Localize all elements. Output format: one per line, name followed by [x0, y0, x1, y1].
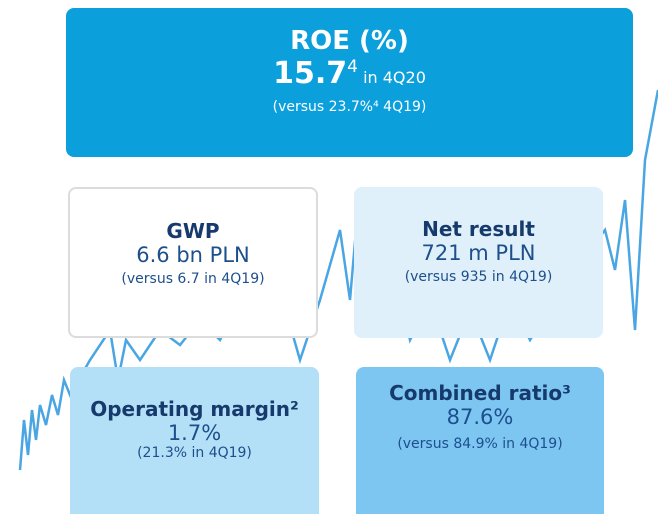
roe-value: 15.74: [273, 56, 358, 91]
kpi-value: 1.7%: [167, 421, 222, 445]
roe-comparison: (versus 23.7%⁴ 4Q19): [272, 99, 427, 115]
kpi-title: Net result: [422, 217, 535, 241]
kpi-comparison: (versus 6.7 in 4Q19): [121, 271, 265, 287]
kpi-value: 6.6 bn PLN: [136, 243, 250, 267]
kpi-card: Operating margin² 1.7% (21.3% in 4Q19): [70, 367, 319, 514]
kpi-card: GWP 6.6 bn PLN (versus 6.7 in 4Q19): [68, 187, 318, 338]
kpi-comparison: (versus 84.9% in 4Q19): [397, 436, 563, 452]
roe-footnote: 4: [347, 57, 358, 77]
kpi-card: Combined ratio³ 87.6% (versus 84.9% in 4…: [356, 367, 604, 514]
kpi-title: Operating margin²: [90, 397, 299, 421]
kpi-comparison: (21.3% in 4Q19): [137, 445, 252, 461]
kpi-title: GWP: [166, 219, 220, 243]
kpi-value: 87.6%: [446, 405, 514, 429]
kpi-comparison: (versus 935 in 4Q19): [404, 269, 553, 285]
roe-title: ROE (%): [290, 26, 409, 56]
kpi-value: 721 m PLN: [421, 241, 536, 265]
roe-period: in 4Q20: [363, 68, 426, 87]
kpi-card: Net result 721 m PLN (versus 935 in 4Q19…: [354, 187, 603, 338]
kpi-title: Combined ratio³: [389, 381, 571, 405]
roe-value-row: 15.74 in 4Q20: [66, 56, 633, 91]
roe-card: ROE (%) 15.74 in 4Q20 (versus 23.7%⁴ 4Q1…: [66, 8, 633, 157]
roe-number: 15.7: [273, 56, 348, 91]
